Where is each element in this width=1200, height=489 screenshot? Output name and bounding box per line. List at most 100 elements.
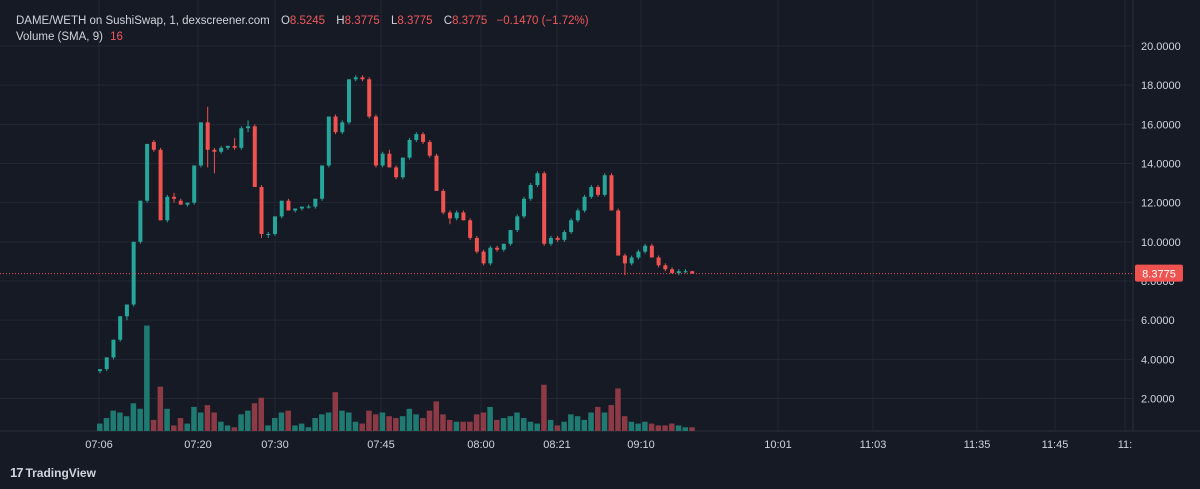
volume-bar <box>541 384 547 431</box>
volume-bar <box>440 414 446 431</box>
time-tick-label: 07:45 <box>367 439 395 451</box>
change-value: −0.1470 (−1.72%) <box>496 15 589 27</box>
time-tick-label: 11:45 <box>1042 439 1069 451</box>
volume-bar <box>191 406 197 431</box>
volume-bar <box>534 423 540 431</box>
candle-body <box>521 198 526 217</box>
candle-body <box>239 128 244 148</box>
volume-bar <box>271 418 278 431</box>
volume-bar <box>292 425 298 431</box>
volume-bar <box>420 418 426 431</box>
volume-bar <box>123 416 130 431</box>
candle-body <box>266 234 271 235</box>
candle-body <box>649 245 654 258</box>
volume-bar <box>110 410 116 431</box>
volume-bar <box>406 408 413 431</box>
volume-bar <box>480 412 487 431</box>
candle-body <box>252 126 257 187</box>
candle-body <box>616 210 621 256</box>
volume-bar <box>642 421 648 431</box>
volume-bar <box>689 427 695 431</box>
open-label: O <box>280 15 290 27</box>
chart-legend: DAME/WETH on SushiSwap, 1, dexscreener.c… <box>16 15 589 43</box>
candle-body <box>293 208 298 211</box>
candle-body <box>380 153 385 166</box>
candlesticks <box>98 75 695 374</box>
volume-bar <box>621 416 628 431</box>
time-tick-label: 08:21 <box>543 439 571 451</box>
volume-bar <box>581 419 588 431</box>
volume-bar <box>137 408 143 431</box>
tradingview-brand[interactable]: 17 TradingView <box>10 465 96 480</box>
candle-body <box>569 220 574 233</box>
candle-body <box>495 247 500 250</box>
price-tick-label: 20.0000 <box>1141 41 1181 53</box>
volume-bar <box>325 412 332 431</box>
price-tick-label: 6.0000 <box>1141 315 1175 327</box>
volume-bar <box>426 410 433 431</box>
symbol-title[interactable]: DAME/WETH on SushiSwap, 1, dexscreener.c… <box>16 15 270 27</box>
candle-body <box>555 237 560 240</box>
volume-bar <box>547 419 554 431</box>
candle-body <box>629 257 634 264</box>
candle-body <box>528 185 533 199</box>
volume-bar <box>467 421 473 431</box>
tradingview-logo-icon: 17 <box>10 465 24 480</box>
volume-bar <box>379 412 386 431</box>
candle-body <box>676 271 681 274</box>
candle-body <box>501 243 506 250</box>
volume-bar <box>224 425 231 431</box>
volume-bar <box>574 416 581 431</box>
time-axis[interactable]: 07:06 07:20 07:30 07:45 08:00 08:21 09:10 10:01… <box>85 439 1132 451</box>
price-axis[interactable]: 2.00004.00006.00008.000010.000012.000014… <box>1141 41 1181 406</box>
candle-body <box>622 255 627 264</box>
candle-body <box>165 196 170 221</box>
volume-bar <box>204 405 211 431</box>
volume-bar <box>231 427 238 431</box>
volume-label[interactable]: Volume (SMA, 9) <box>16 31 103 43</box>
brand-name: TradingView <box>25 465 96 480</box>
low-value: 8.3775 <box>397 15 433 27</box>
time-tick-label: 11:35 <box>964 439 991 451</box>
candle-body <box>347 79 352 123</box>
volume-bar <box>615 388 621 431</box>
candle-body <box>683 271 688 273</box>
candle-body <box>178 200 183 205</box>
candle-body <box>118 316 123 340</box>
volume-bar <box>366 410 372 431</box>
volume-bar <box>514 412 520 431</box>
candle-body <box>427 141 432 156</box>
candle-body <box>205 122 210 150</box>
volume-bar <box>171 425 177 431</box>
volume-bar <box>628 421 635 431</box>
volume-bar <box>662 425 668 431</box>
candle-body <box>582 196 587 211</box>
candle-body <box>481 251 486 264</box>
volume-bar <box>386 416 392 431</box>
candle-body <box>663 265 668 270</box>
time-tick-label: 09:10 <box>627 439 655 451</box>
candle-body <box>367 79 372 117</box>
close-value: 8.3775 <box>452 15 488 27</box>
candle-body <box>151 141 156 150</box>
candle-body <box>306 206 311 208</box>
candle-body <box>138 200 143 242</box>
candle-body <box>670 269 675 274</box>
candle-body <box>447 212 452 219</box>
volume-bar <box>150 419 157 431</box>
volume-bar <box>453 421 460 431</box>
time-tick-label: 07:20 <box>184 439 212 451</box>
high-label: H <box>336 15 345 27</box>
candle-body <box>454 212 459 219</box>
volume-bar <box>278 412 285 431</box>
volume-bar <box>595 406 601 431</box>
time-tick-label: 10:01 <box>764 439 792 451</box>
price-tick-label: 18.0000 <box>1141 80 1181 92</box>
candle-body <box>508 230 513 244</box>
candle-body <box>394 167 399 178</box>
candle-body <box>320 165 325 199</box>
volume-bar <box>298 423 305 431</box>
volume-bar <box>669 423 675 431</box>
volume-bar <box>258 397 265 431</box>
